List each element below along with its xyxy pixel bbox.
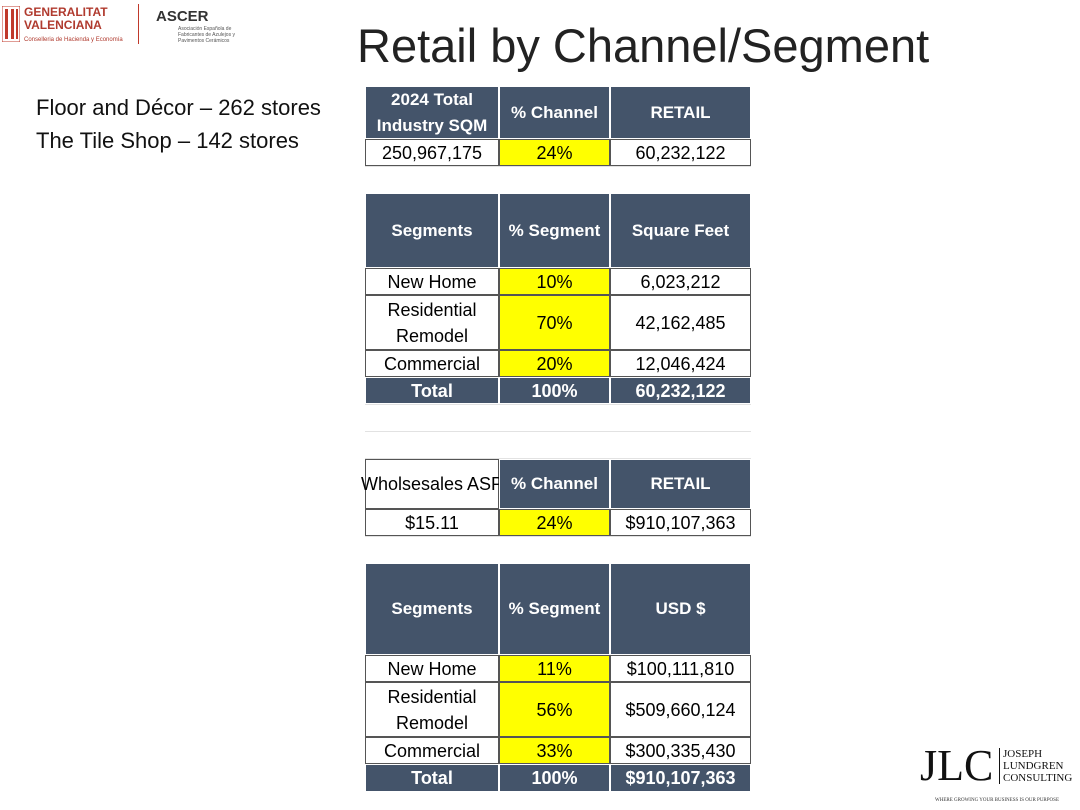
logo-generalitat: GENERALITAT VALENCIANA Conselleria de Ha… <box>0 4 128 48</box>
logo-ascer-subtitle: Asociación Española de Fabricantes de Az… <box>178 26 235 44</box>
logo-jlc: JLC <box>920 741 994 790</box>
table-cell: 24% <box>499 139 610 166</box>
header-cell: RETAIL <box>610 86 751 139</box>
empty-row <box>365 536 751 564</box>
header-cell: 2024 Total Industry SQM <box>365 86 499 139</box>
title: Retail by Channel/Segment <box>357 19 930 72</box>
table-cell: 12,046,424 <box>610 350 751 377</box>
logo-name: GENERALITAT VALENCIANA <box>24 5 108 32</box>
total-cell: $910,107,363 <box>610 764 751 792</box>
table-cell: Commercial <box>365 737 499 764</box>
table-cell: $15.11 <box>365 509 499 536</box>
table-cell: 6,023,212 <box>610 268 751 295</box>
table-cell: Commercial <box>365 350 499 377</box>
table-cell: 42,162,485 <box>610 295 751 350</box>
table-cell: 250,967,175 <box>365 139 499 166</box>
table-cell: $509,660,124 <box>610 682 751 737</box>
logo-tagline: WHERE GROWING YOUR BUSINESS IS OUR PURPO… <box>935 798 1059 803</box>
table-cell: 56% <box>499 682 610 737</box>
total-cell: 60,232,122 <box>610 377 751 404</box>
table-cell: New Home <box>365 655 499 682</box>
header-cell: RETAIL <box>610 459 751 509</box>
total-cell: 100% <box>499 764 610 792</box>
divider <box>138 4 139 44</box>
empty-row <box>365 431 751 459</box>
logo-subtitle: Conselleria de Hacienda y Economía <box>24 37 123 43</box>
logo-company: JOSEPH LUNDGREN CONSULTING <box>999 748 1080 784</box>
header-cell: USD $ <box>610 563 751 655</box>
header-cell: Segments <box>365 563 499 655</box>
table-cell: 33% <box>499 737 610 764</box>
empty-row <box>365 458 751 486</box>
table-cell: 24% <box>499 509 610 536</box>
table-cell: 10% <box>499 268 610 295</box>
table-cell: New Home <box>365 268 499 295</box>
empty-row <box>365 404 751 432</box>
table-cell: $910,107,363 <box>610 509 751 536</box>
note: Floor and Décor – 262 stores <box>36 95 321 120</box>
header-cell: % Channel <box>499 459 610 509</box>
table-cell: 11% <box>499 655 610 682</box>
table-cell: $300,335,430 <box>610 737 751 764</box>
header-cell: Wholsesales ASP <box>361 459 503 509</box>
table-cell: 60,232,122 <box>610 139 751 166</box>
table-cell: Residential Remodel <box>365 682 499 737</box>
header-cell: % Segment <box>499 193 610 268</box>
total-cell: Total <box>365 377 499 404</box>
header-cell: % Segment <box>499 563 610 655</box>
note: The Tile Shop – 142 stores <box>36 128 299 153</box>
header-cell: % Channel <box>499 86 610 139</box>
logo-icon <box>2 6 20 42</box>
logo-ascer: ASCER <box>156 8 209 25</box>
table-cell: 70% <box>499 295 610 350</box>
table-cell: $100,111,810 <box>610 655 751 682</box>
header-cell: Square Feet <box>610 193 751 268</box>
empty-row <box>365 166 751 194</box>
table-cell: 20% <box>499 350 610 377</box>
total-cell: 100% <box>499 377 610 404</box>
table-cell: Residential Remodel <box>365 295 499 350</box>
header-cell: Segments <box>365 193 499 268</box>
total-cell: Total <box>365 764 499 792</box>
